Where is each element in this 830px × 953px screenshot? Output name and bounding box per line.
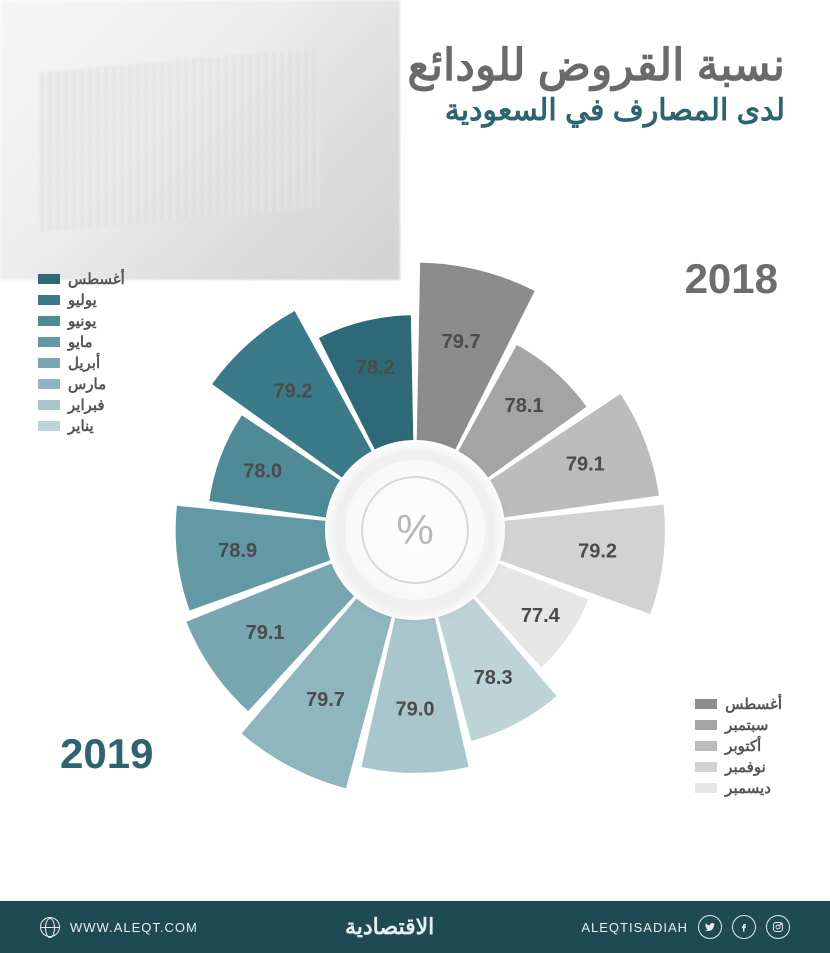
legend-label: يناير xyxy=(68,417,94,435)
chart-center-disc: % xyxy=(335,450,495,610)
chart-slice-value: 79.2 xyxy=(578,540,617,562)
globe-icon xyxy=(40,917,60,937)
chart-slice-value: 79.1 xyxy=(566,454,605,476)
legend-swatch xyxy=(38,421,60,431)
footer-brand: الاقتصادية xyxy=(345,914,434,940)
legend-swatch xyxy=(38,337,60,347)
title-block: نسبة القروض للودائع لدى المصارف في السعو… xyxy=(407,40,785,128)
legend-label: مايو xyxy=(68,333,93,351)
chart-slice-value: 79.7 xyxy=(306,689,345,711)
chart-slice-value: 78.1 xyxy=(505,395,544,417)
footer-social: ALEQTISADIAH xyxy=(581,915,790,939)
chart-slice-value: 78.0 xyxy=(243,461,282,483)
chart-slice-value: 79.2 xyxy=(274,381,313,403)
legend-swatch xyxy=(38,274,60,284)
footer-url: WWW.ALEQT.COM xyxy=(70,920,198,935)
footer-handle: ALEQTISADIAH xyxy=(581,920,688,935)
title-sub: لدى المصارف في السعودية xyxy=(407,93,785,128)
twitter-icon xyxy=(698,915,722,939)
chart-slice-value: 78.2 xyxy=(356,357,395,379)
legend-label: يوليو xyxy=(68,291,97,309)
chart-slice-value: 77.4 xyxy=(521,605,561,627)
legend-label: يونيو xyxy=(68,312,96,330)
legend-swatch xyxy=(38,358,60,368)
chart-slice-value: 78.3 xyxy=(474,667,513,689)
facebook-icon xyxy=(732,915,756,939)
footer: ALEQTISADIAH الاقتصادية WWW.ALEQT.COM xyxy=(0,901,830,953)
chart-slice-value: 79.1 xyxy=(246,622,285,644)
chart-slice-value: 79.7 xyxy=(442,331,481,353)
chart-center-symbol: % xyxy=(361,476,469,584)
footer-url-block: WWW.ALEQT.COM xyxy=(40,917,198,937)
legend-swatch xyxy=(38,400,60,410)
radial-chart: 79.7 78.1 79.1 79.2 77.4 78.3 79.0 79.7 79.1 78.9… xyxy=(95,210,735,850)
chart-slice-value: 79.0 xyxy=(396,699,435,721)
legend-swatch xyxy=(38,295,60,305)
legend-swatch xyxy=(38,379,60,389)
legend-swatch xyxy=(38,316,60,326)
title-main: نسبة القروض للودائع xyxy=(407,40,785,91)
instagram-icon xyxy=(766,915,790,939)
chart-slice-value: 78.9 xyxy=(218,540,257,562)
